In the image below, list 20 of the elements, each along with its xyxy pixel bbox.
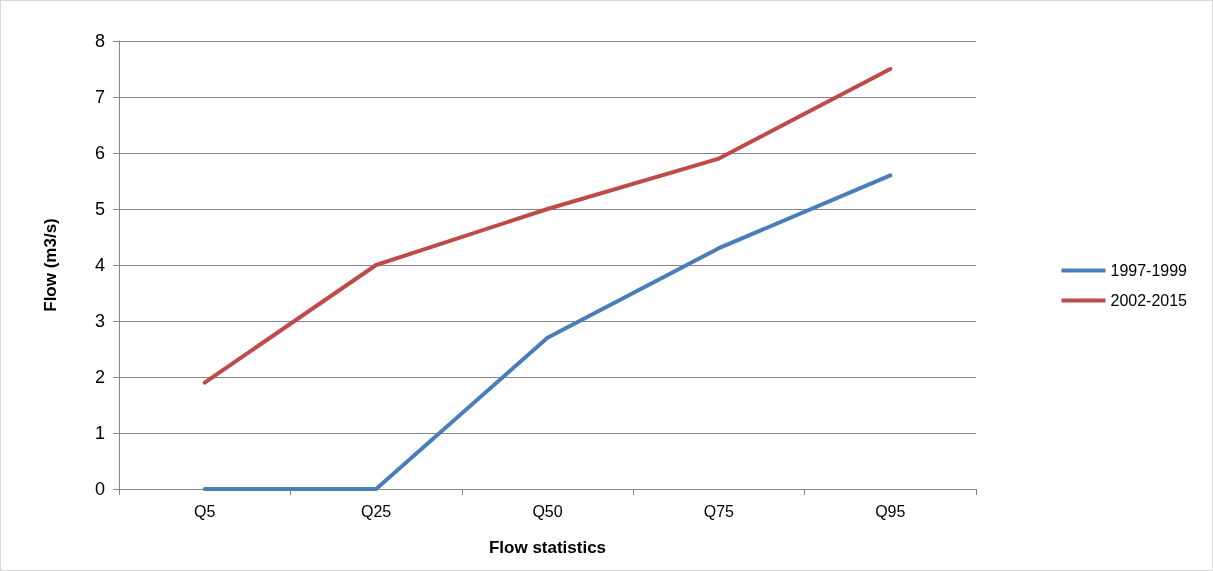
y-tick-label: 2 bbox=[94, 367, 105, 387]
x-tick-label: Q95 bbox=[875, 502, 906, 520]
y-tick-label: 5 bbox=[94, 199, 105, 219]
x-tick-label: Q25 bbox=[360, 502, 392, 520]
x-axis-title: Flow statistics bbox=[488, 538, 607, 557]
y-tick-label: 0 bbox=[94, 479, 105, 499]
y-tick-label: 7 bbox=[94, 87, 105, 107]
y-tick-label: 3 bbox=[94, 311, 105, 331]
y-tick-label: 4 bbox=[94, 255, 105, 275]
x-tick-label: Q5 bbox=[194, 502, 216, 520]
y-tick-label: 8 bbox=[94, 31, 105, 51]
x-tick-label: Q75 bbox=[703, 502, 735, 520]
y-axis-title: Flow (m3/s) bbox=[41, 218, 60, 312]
legend-label: 1997-1999 bbox=[1110, 262, 1188, 279]
line-series bbox=[202, 173, 893, 491]
y-tick-label: 1 bbox=[94, 423, 105, 443]
y-tick-label: 6 bbox=[94, 143, 105, 163]
x-tick-label: Q50 bbox=[532, 502, 563, 520]
line-series bbox=[202, 67, 893, 385]
legend-label: 2002-2015 bbox=[1110, 292, 1188, 309]
